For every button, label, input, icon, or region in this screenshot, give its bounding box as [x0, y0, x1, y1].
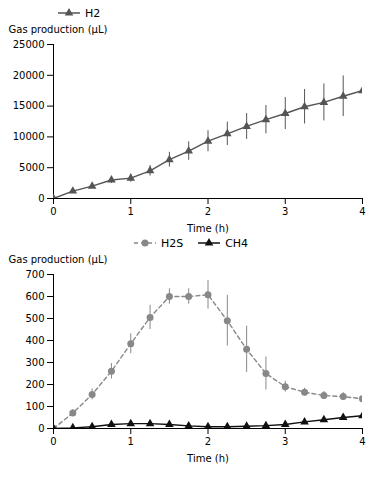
svg-text:1: 1: [128, 436, 134, 447]
svg-text:Time (h): Time (h): [186, 223, 229, 234]
svg-text:0: 0: [50, 436, 56, 447]
svg-text:3: 3: [282, 206, 288, 217]
svg-text:5000: 5000: [19, 162, 44, 173]
svg-text:2: 2: [205, 436, 211, 447]
html-text:H2: H2: [85, 6, 101, 20]
html-text:CH4: CH4: [225, 236, 249, 250]
svg-text:2: 2: [205, 206, 211, 217]
svg-text:500: 500: [25, 313, 44, 324]
html-text:H2S: H2S: [160, 236, 184, 250]
svg-text:600: 600: [25, 291, 44, 302]
svg-text:700: 700: [25, 269, 44, 280]
svg-text:10000: 10000: [13, 131, 45, 142]
svg-text:300: 300: [25, 357, 44, 368]
svg-text:200: 200: [25, 379, 44, 390]
svg-text:1: 1: [128, 206, 134, 217]
svg-text:0: 0: [38, 193, 44, 204]
svg-text:15000: 15000: [13, 100, 45, 111]
svg-text:0: 0: [50, 206, 56, 217]
svg-text:100: 100: [25, 401, 44, 412]
svg-text:Gas production (μL): Gas production (μL): [9, 254, 108, 265]
svg-text:4: 4: [359, 206, 365, 217]
svg-text:25000: 25000: [13, 39, 45, 50]
svg-text:0: 0: [38, 423, 44, 434]
svg-text:3: 3: [282, 436, 288, 447]
svg-text:Time (h): Time (h): [186, 453, 229, 464]
svg-text:4: 4: [359, 436, 365, 447]
svg-text:Gas production (μL): Gas production (μL): [9, 24, 108, 35]
svg-text:20000: 20000: [13, 70, 45, 81]
svg-text:400: 400: [25, 335, 44, 346]
